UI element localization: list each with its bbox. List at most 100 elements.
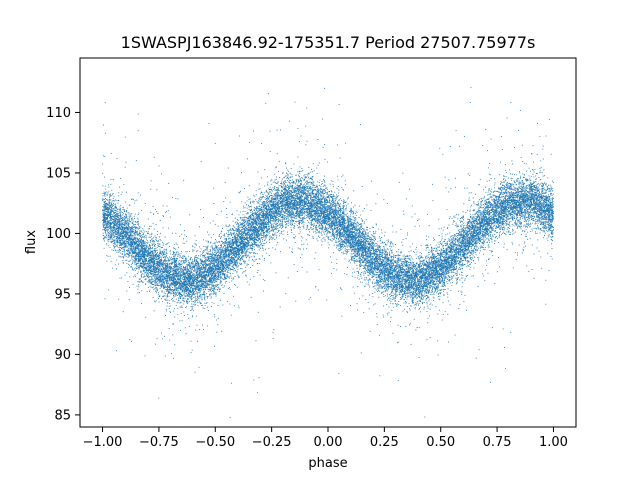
data-point: [508, 187, 510, 188]
data-point: [523, 205, 525, 207]
data-point: [538, 177, 540, 178]
data-point: [395, 273, 397, 275]
data-point: [441, 235, 443, 237]
data-point: [236, 263, 238, 265]
data-point: [386, 275, 388, 277]
data-point: [259, 223, 261, 225]
data-point: [126, 249, 128, 251]
data-point: [131, 221, 133, 223]
data-point: [143, 263, 145, 265]
data-point: [305, 204, 307, 206]
data-point: [191, 287, 193, 289]
data-point: [248, 217, 250, 219]
data-point: [270, 220, 272, 222]
data-point: [186, 291, 188, 293]
data-point: [385, 288, 387, 290]
data-point: [541, 202, 543, 204]
data-point: [393, 287, 395, 289]
data-point: [217, 251, 219, 253]
data-point: [347, 226, 349, 227]
data-point: [506, 186, 508, 188]
data-point: [351, 246, 353, 247]
data-point: [485, 210, 487, 211]
data-point: [399, 252, 401, 254]
data-point: [264, 223, 266, 225]
data-point: [321, 219, 323, 221]
data-point: [148, 279, 150, 280]
data-point: [277, 187, 279, 189]
data-point: [375, 274, 377, 276]
data-point: [309, 209, 311, 211]
data-point: [474, 209, 476, 211]
data-point: [545, 198, 547, 200]
data-point: [524, 213, 526, 215]
data-point: [203, 272, 205, 274]
data-point: [256, 222, 258, 224]
data-point: [256, 223, 258, 225]
data-point: [374, 239, 376, 241]
data-point: [307, 183, 309, 185]
data-point: [285, 211, 286, 213]
data-point: [274, 201, 276, 203]
data-point: [134, 254, 136, 256]
data-point: [539, 168, 541, 169]
data-point: [256, 258, 257, 260]
data-point: [392, 277, 394, 279]
data-point: [142, 264, 144, 266]
data-point: [479, 225, 481, 226]
data-point: [129, 241, 131, 243]
data-point: [242, 222, 244, 224]
data-point: [491, 197, 493, 199]
data-point: [109, 217, 111, 219]
data-point: [277, 214, 279, 216]
data-point: [541, 196, 543, 198]
data-point: [117, 226, 119, 228]
data-point: [123, 227, 125, 229]
data-point: [356, 245, 358, 247]
data-point: [324, 218, 326, 220]
data-point: [431, 265, 433, 267]
data-point: [424, 295, 426, 297]
data-point: [356, 249, 358, 251]
data-point: [438, 278, 440, 280]
data-point: [370, 249, 372, 251]
data-point: [241, 241, 243, 242]
data-point: [416, 274, 418, 276]
data-point: [459, 220, 461, 222]
data-point: [109, 225, 111, 227]
data-point: [465, 238, 467, 240]
data-point: [221, 265, 223, 266]
data-point: [359, 264, 361, 266]
data-point: [342, 204, 344, 206]
data-point: [395, 244, 396, 245]
data-point: [506, 172, 508, 174]
data-point: [275, 217, 276, 219]
data-point: [386, 304, 388, 306]
data-point: [371, 276, 373, 278]
data-point: [495, 202, 497, 204]
data-point: [274, 232, 276, 234]
data-point: [409, 277, 411, 278]
data-point: [225, 277, 227, 279]
data-point: [522, 191, 524, 193]
data-point: [414, 307, 416, 309]
data-point: [548, 209, 550, 211]
data-point: [471, 218, 473, 220]
data-point: [233, 263, 234, 265]
data-point: [169, 283, 171, 285]
data-point: [501, 228, 503, 230]
data-point: [438, 270, 440, 272]
data-point: [352, 227, 353, 228]
data-point: [421, 253, 423, 255]
data-point: [128, 253, 130, 255]
data-point: [150, 257, 152, 259]
data-point: [448, 246, 450, 248]
data-point: [132, 227, 134, 228]
data-point: [142, 273, 144, 275]
data-point: [331, 261, 333, 263]
data-point: [353, 190, 355, 192]
data-point: [483, 249, 485, 250]
data-point: [253, 255, 255, 257]
data-point: [336, 224, 337, 226]
data-point: [514, 225, 516, 227]
